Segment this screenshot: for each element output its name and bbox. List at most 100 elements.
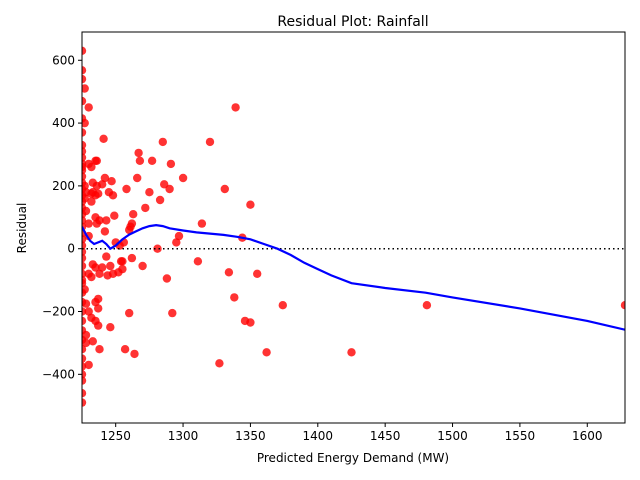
residual-point: [100, 227, 110, 236]
residual-point: [82, 338, 91, 348]
residual-point: [165, 184, 174, 194]
residual-point: [82, 389, 87, 398]
residual-point: [100, 173, 110, 183]
residual-point: [155, 195, 165, 205]
residual-point: [224, 268, 234, 277]
residual-point: [246, 318, 255, 327]
y-tick-label: −200: [42, 305, 75, 319]
residual-point: [220, 184, 229, 194]
y-tick-label: 0: [67, 242, 75, 256]
residual-point: [231, 103, 240, 112]
x-tick-label: 1350: [235, 429, 266, 443]
residual-point: [95, 345, 104, 354]
residual-point: [82, 118, 89, 128]
residual-point: [422, 301, 432, 310]
residual-point: [205, 137, 215, 147]
residual-point: [82, 275, 87, 285]
residual-point: [82, 330, 91, 340]
residual-point: [197, 219, 207, 228]
residual-point: [87, 197, 96, 206]
residual-point: [84, 219, 93, 228]
residual-point: [82, 66, 87, 75]
x-tick-label: 1450: [370, 429, 401, 443]
residual-point: [107, 177, 116, 186]
residual-point: [82, 370, 87, 379]
residual-point: [95, 269, 104, 278]
residual-point: [82, 96, 87, 106]
x-axis: 1250 1300 1350 1400 1450 1500 1550 1600: [100, 423, 603, 443]
y-tick-label: 200: [52, 179, 75, 193]
residual-point: [120, 345, 130, 354]
y-axis: −400 −200 0 200 400 600: [42, 53, 82, 381]
x-tick-label: 1550: [505, 429, 536, 443]
residual-point: [153, 244, 162, 253]
residual-point: [82, 128, 87, 137]
residual-point: [88, 337, 98, 346]
residual-point: [82, 247, 87, 256]
residual-point: [125, 308, 134, 318]
plot-content: [82, 46, 625, 407]
residual-point: [135, 156, 145, 165]
axes-frame: [81, 31, 626, 424]
x-tick-label: 1600: [572, 429, 603, 443]
residual-point: [94, 189, 103, 198]
y-tick-label: −400: [42, 367, 75, 381]
residual-point: [82, 206, 91, 216]
residual-point: [246, 200, 255, 209]
residual-point: [82, 153, 87, 162]
residual-point: [262, 348, 271, 357]
residual-point: [134, 148, 143, 158]
residual-point: [168, 308, 177, 318]
smooth-trend-line: [82, 223, 625, 331]
residual-point: [82, 376, 87, 385]
residual-point: [98, 263, 107, 272]
residual-point: [133, 173, 142, 183]
residual-point: [138, 261, 147, 271]
residual-point: [253, 269, 262, 278]
residual-point: [82, 46, 87, 55]
residual-point: [102, 252, 111, 261]
residual-point: [122, 184, 131, 194]
residual-point: [82, 398, 87, 407]
residual-point: [127, 253, 137, 263]
residual-point: [230, 293, 239, 302]
residual-point: [94, 294, 103, 304]
y-tick-label: 400: [52, 116, 75, 130]
residual-point: [278, 301, 287, 310]
residual-point: [92, 156, 102, 165]
y-axis-title: Residual: [15, 203, 29, 254]
residual-point: [172, 238, 181, 247]
x-tick-label: 1500: [437, 429, 468, 443]
y-tick-label: 600: [52, 53, 75, 67]
residual-point: [94, 321, 103, 330]
residual-point: [91, 263, 100, 272]
residual-point: [110, 211, 119, 220]
residual-point: [94, 304, 103, 313]
residual-point: [145, 188, 154, 197]
residual-point: [87, 272, 96, 282]
chart-title: Residual Plot: Rainfall: [277, 14, 428, 30]
residual-point: [118, 264, 127, 274]
residual-point: [178, 173, 188, 183]
residual-point: [160, 180, 169, 189]
residual-point: [82, 354, 87, 363]
residual-point: [82, 241, 87, 250]
residual-point: [118, 257, 127, 266]
residual-point: [98, 180, 107, 189]
residual-point: [158, 137, 167, 147]
residual-point: [82, 181, 89, 191]
residual-point: [106, 261, 115, 271]
residual-point: [87, 162, 96, 172]
x-tick-label: 1250: [100, 429, 131, 443]
residual-point: [347, 348, 356, 357]
residual-point: [193, 257, 203, 266]
residual-point: [82, 147, 87, 156]
residual-point: [84, 103, 93, 112]
residual-point: [84, 360, 93, 370]
residual-point: [82, 194, 89, 203]
residual-point: [127, 219, 137, 228]
x-axis-title: Predicted Energy Demand (MW): [257, 451, 449, 465]
residual-point: [95, 216, 104, 225]
